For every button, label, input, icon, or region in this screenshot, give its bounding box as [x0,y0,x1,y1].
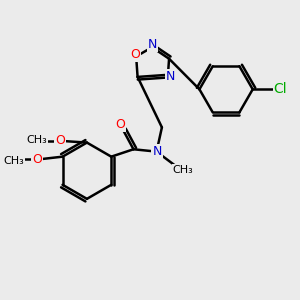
Text: Cl: Cl [274,82,287,96]
Text: N: N [152,145,162,158]
Text: N: N [148,38,157,51]
Text: CH₃: CH₃ [173,165,194,175]
Text: CH₃: CH₃ [3,155,24,166]
Text: N: N [166,70,175,83]
Text: O: O [130,49,140,62]
Text: O: O [32,152,42,166]
Text: O: O [55,134,65,147]
Text: O: O [115,118,125,130]
Text: CH₃: CH₃ [26,135,47,145]
